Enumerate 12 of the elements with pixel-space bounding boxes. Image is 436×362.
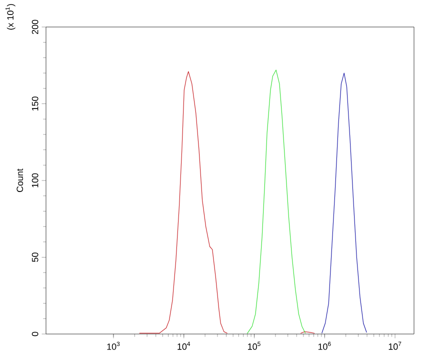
y-tick-label: 100 — [32, 173, 38, 188]
y-tick-label: 50 — [32, 252, 38, 262]
y-tick-label: 150 — [32, 96, 38, 111]
y-axis-title: Count — [16, 168, 24, 192]
x-tick-label: 10$^{6}$ — [318, 342, 331, 350]
x-tick-label: 10$^{4}$ — [178, 342, 190, 350]
x-tick-label: 10$^{7}$ — [388, 342, 402, 350]
x-tick-label: 10$^{3}$ — [107, 342, 120, 350]
y-tick-label: 200 — [32, 20, 38, 34]
x-tick-label: 10$^{5}$ — [248, 342, 260, 350]
text: (x 10$^{1}$) — [6, 4, 16, 30]
y-tick-label: 0 — [32, 332, 38, 336]
